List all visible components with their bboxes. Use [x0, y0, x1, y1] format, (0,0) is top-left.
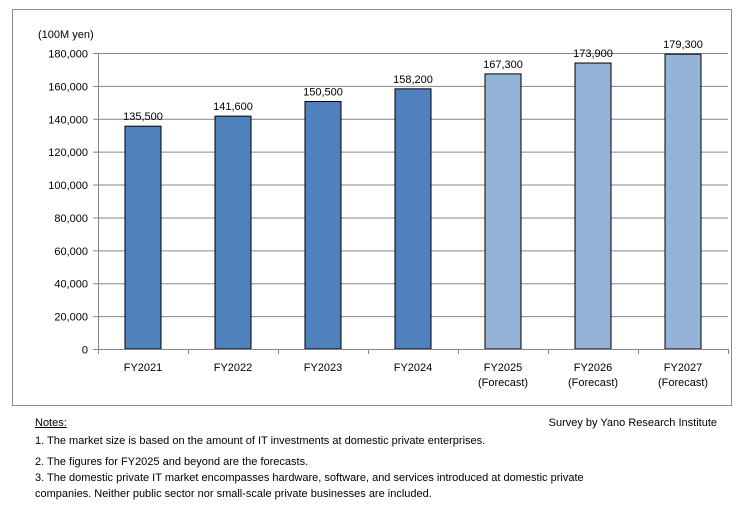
note-2: 2. The figures for FY2025 and beyond are…: [35, 456, 309, 468]
bar-fy2025: [484, 73, 522, 350]
y-axis-unit-label: (100M yen): [38, 29, 94, 41]
x-tick-label: FY2026: [574, 362, 613, 374]
x-tick-label: FY2027: [664, 362, 703, 374]
bar-fy2024: [394, 88, 432, 350]
x-tick-label: FY2024: [394, 362, 433, 374]
x-tick-label: (Forecast): [568, 377, 618, 389]
notes-heading: Notes:: [35, 417, 67, 429]
bar-fy2026: [574, 62, 612, 350]
source-credit: Survey by Yano Research Institute: [548, 417, 717, 429]
data-label: 135,500: [123, 111, 163, 123]
data-label: 150,500: [303, 87, 343, 99]
data-label: 179,300: [663, 39, 703, 51]
x-tick-label: FY2021: [124, 362, 163, 374]
chart-frame: [12, 9, 732, 406]
x-tick-label: FY2022: [214, 362, 253, 374]
y-tick-label: 120,000: [48, 147, 88, 159]
y-tick-label: 180,000: [48, 49, 88, 61]
x-tick-label: FY2025: [484, 362, 523, 374]
x-tick-label: (Forecast): [478, 377, 528, 389]
y-tick-label: 80,000: [54, 213, 88, 225]
y-tick-label: 20,000: [54, 312, 88, 324]
y-tick-label: 0: [82, 345, 88, 357]
x-tick-label: (Forecast): [658, 377, 708, 389]
data-label: 173,900: [573, 48, 613, 60]
bar-fy2023: [304, 101, 342, 350]
y-tick-label: 140,000: [48, 114, 88, 126]
y-tick-label: 40,000: [54, 279, 88, 291]
bar-chart: (100M yen) 0 20,000 40,000 60,000 80,000 100,0…: [38, 29, 729, 389]
data-label: 141,600: [213, 101, 253, 113]
note-3: 3. The domestic private IT market encomp…: [35, 472, 584, 484]
note-3-cont: companies. Neither public sector nor sma…: [35, 488, 432, 500]
bar-fy2022: [214, 115, 252, 350]
bar-fy2021: [124, 125, 162, 350]
bar-fy2027: [664, 53, 702, 350]
note-1: 1. The market size is based on the amoun…: [35, 435, 486, 447]
y-tick-label: 60,000: [54, 246, 88, 258]
data-label: 158,200: [393, 74, 433, 86]
data-label: 167,300: [483, 59, 523, 71]
y-tick-label: 100,000: [48, 180, 88, 192]
y-tick-label: 160,000: [48, 81, 88, 93]
x-tick-label: FY2023: [304, 362, 343, 374]
